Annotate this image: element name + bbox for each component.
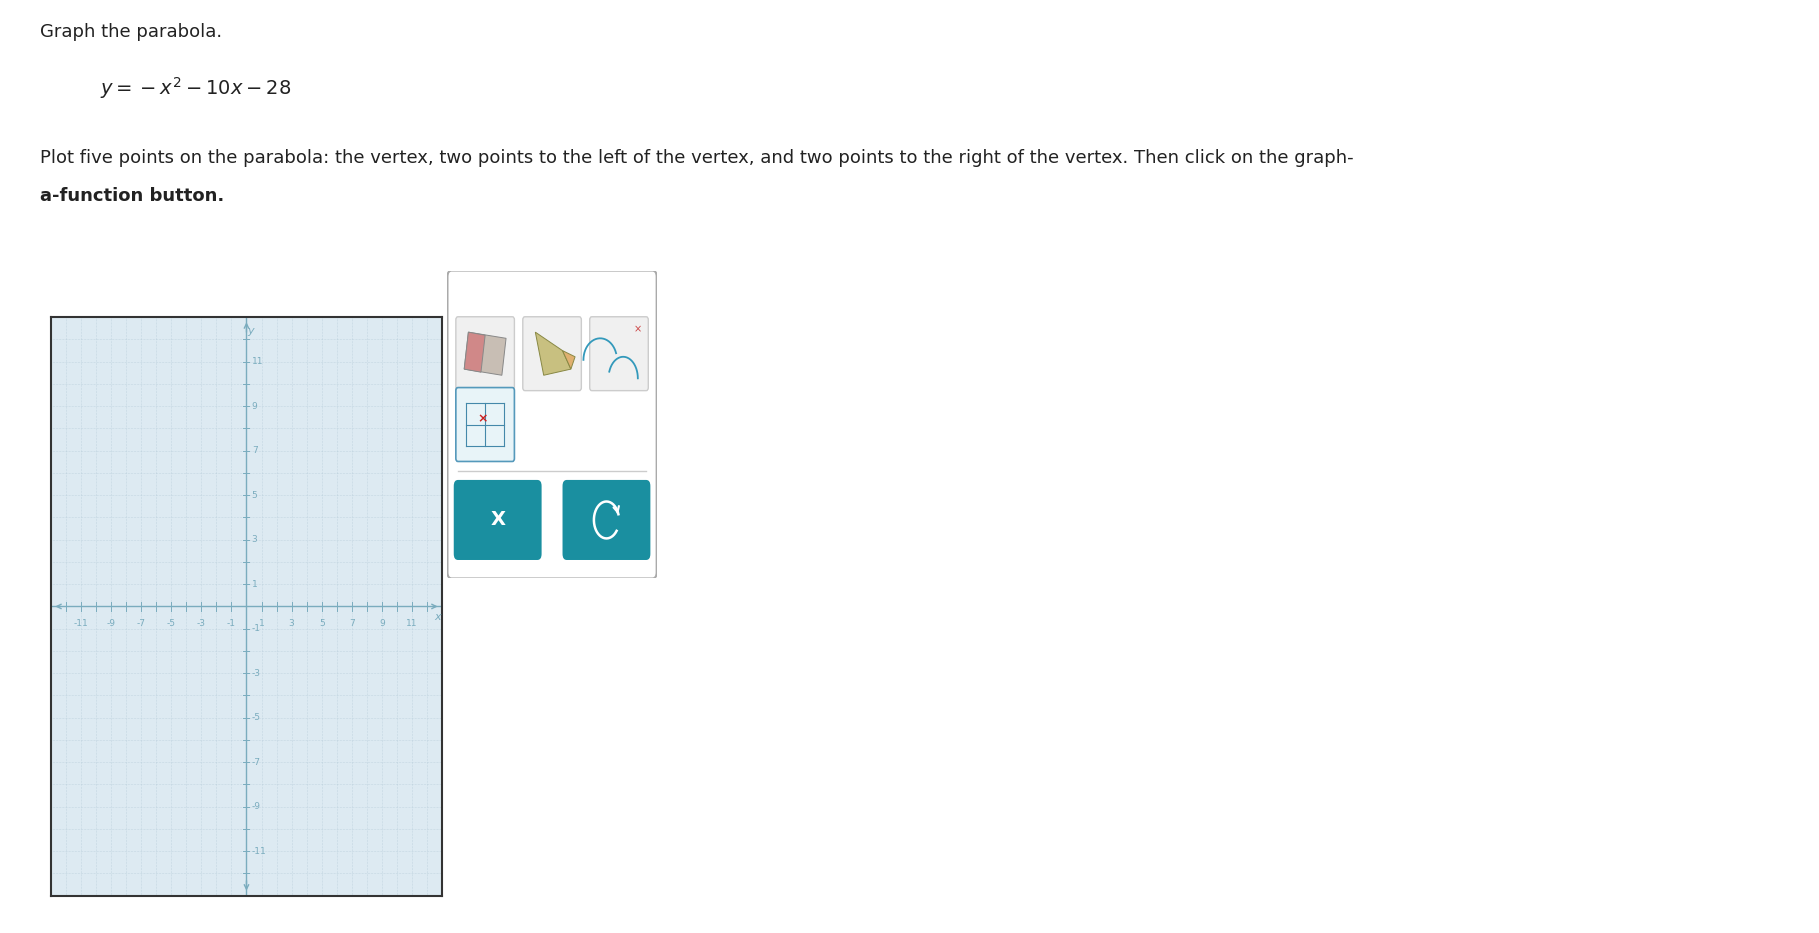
Text: Plot five points on the parabola: the vertex, two points to the left of the vert: Plot five points on the parabola: the ve… — [40, 149, 1353, 167]
Text: -5: -5 — [167, 619, 176, 628]
Text: 11: 11 — [251, 357, 264, 367]
Text: $y=-x^{2}-10x-28$: $y=-x^{2}-10x-28$ — [100, 75, 291, 101]
Text: 1: 1 — [258, 619, 264, 628]
FancyBboxPatch shape — [562, 480, 651, 560]
Text: -3: -3 — [196, 619, 206, 628]
Text: a-function button.: a-function button. — [40, 187, 224, 204]
Text: y: y — [247, 327, 253, 336]
Text: 7: 7 — [349, 619, 355, 628]
Text: 3: 3 — [251, 536, 258, 544]
FancyBboxPatch shape — [457, 317, 515, 391]
Polygon shape — [562, 351, 575, 369]
Text: 11: 11 — [406, 619, 418, 628]
Text: ×: × — [478, 411, 487, 425]
Text: 9: 9 — [251, 402, 258, 411]
Text: -7: -7 — [136, 619, 146, 628]
Text: -1: -1 — [227, 619, 236, 628]
Polygon shape — [464, 332, 486, 372]
FancyBboxPatch shape — [447, 271, 657, 578]
Text: 7: 7 — [251, 446, 258, 455]
Text: Graph the parabola.: Graph the parabola. — [40, 23, 222, 41]
Text: -3: -3 — [251, 669, 260, 677]
FancyBboxPatch shape — [457, 387, 515, 462]
Text: -9: -9 — [251, 802, 260, 811]
Text: 3: 3 — [289, 619, 295, 628]
Text: 5: 5 — [318, 619, 324, 628]
FancyBboxPatch shape — [589, 317, 648, 391]
Text: -1: -1 — [251, 624, 260, 634]
Text: -7: -7 — [251, 758, 260, 767]
FancyBboxPatch shape — [453, 480, 542, 560]
Text: x: x — [435, 612, 440, 622]
Text: 1: 1 — [251, 579, 258, 589]
Text: -11: -11 — [73, 619, 89, 628]
Text: -9: -9 — [107, 619, 116, 628]
Polygon shape — [535, 332, 571, 375]
Text: 5: 5 — [251, 491, 258, 500]
Text: 9: 9 — [378, 619, 386, 628]
Text: -11: -11 — [251, 846, 267, 856]
Polygon shape — [464, 332, 506, 375]
Text: -5: -5 — [251, 713, 260, 722]
FancyBboxPatch shape — [522, 317, 582, 391]
Text: X: X — [489, 510, 506, 529]
Text: ×: × — [633, 324, 642, 334]
